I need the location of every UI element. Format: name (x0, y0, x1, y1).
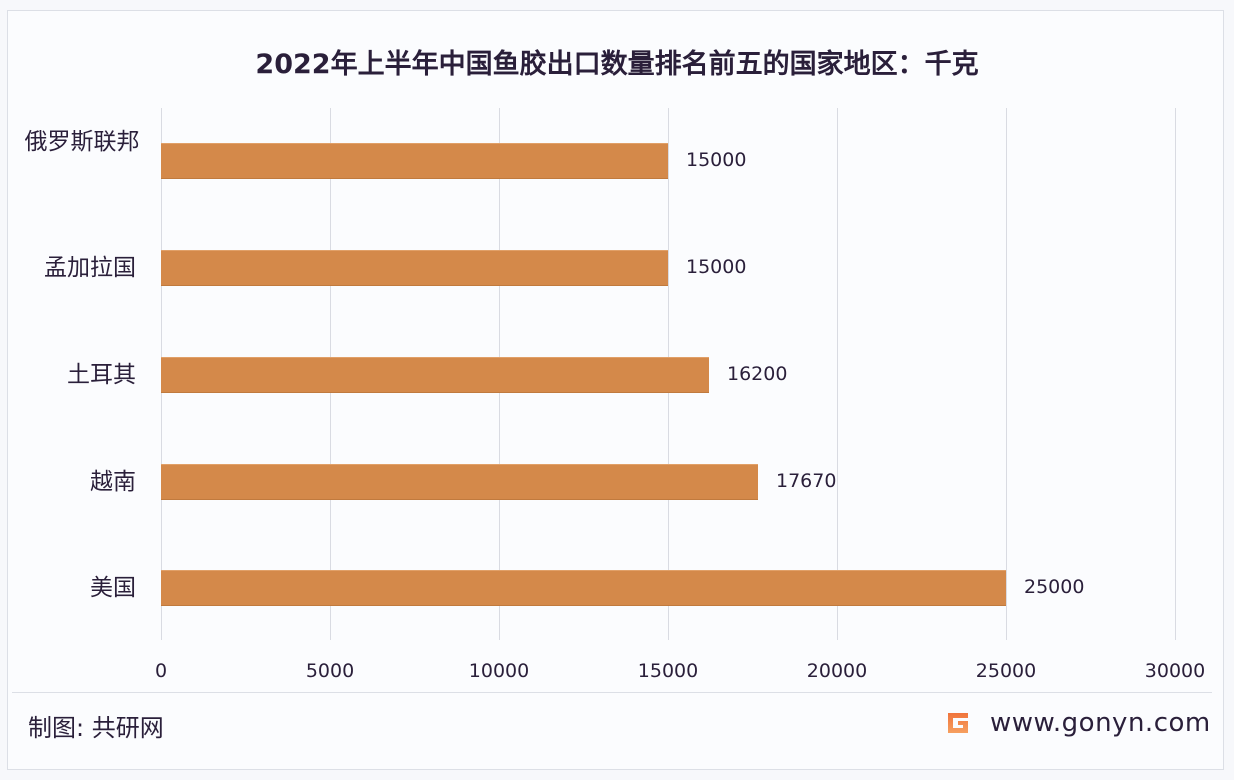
gridline (837, 108, 838, 640)
category-label: 俄罗斯联邦 (24, 129, 140, 155)
x-tick-label: 20000 (806, 660, 868, 682)
bar-value-label: 17670 (776, 470, 837, 492)
x-tick-label: 10000 (468, 660, 530, 682)
bar (161, 143, 668, 179)
source-credit: 制图: 共研网 (28, 714, 164, 742)
bar-value-label: 25000 (1024, 576, 1085, 598)
x-tick-label: 15000 (637, 660, 699, 682)
gonyn-g-logo-icon (948, 713, 968, 733)
x-tick-label: 5000 (305, 660, 355, 682)
bar (161, 464, 758, 500)
bar-value-label: 15000 (686, 256, 747, 278)
bar (161, 570, 1006, 606)
bar-value-label: 15000 (686, 149, 747, 171)
website-link[interactable]: www.gonyn.com (990, 708, 1211, 738)
category-label: 土耳其 (67, 362, 136, 388)
category-label: 美国 (90, 575, 136, 601)
bar (161, 357, 709, 393)
x-tick-label: 0 (154, 660, 168, 682)
category-label: 孟加拉国 (44, 255, 136, 281)
brand: www.gonyn.com (944, 708, 1211, 738)
footer-divider (12, 692, 1212, 693)
category-label: 越南 (90, 469, 136, 495)
chart-title: 2022年上半年中国鱼胶出口数量排名前五的国家地区：千克 (255, 49, 979, 80)
bar (161, 250, 668, 286)
x-tick-label: 30000 (1144, 660, 1206, 682)
x-tick-label: 25000 (975, 660, 1037, 682)
gridline (1006, 108, 1007, 640)
bar-value-label: 16200 (727, 363, 788, 385)
gridline (1175, 108, 1176, 640)
